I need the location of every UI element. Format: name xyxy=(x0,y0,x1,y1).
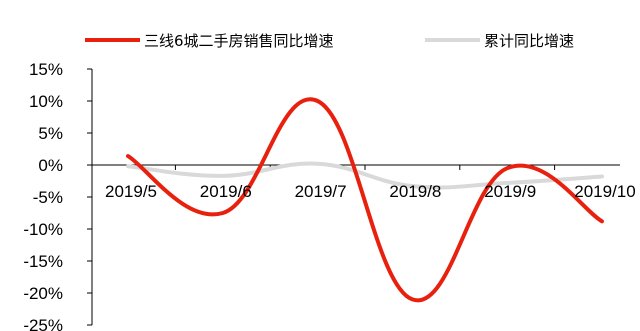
x-tick-label: 2019/8 xyxy=(389,182,441,201)
y-tick-label: -15% xyxy=(23,252,63,271)
x-tick-label: 2019/10 xyxy=(574,182,635,201)
series-lines xyxy=(126,97,604,303)
series-line-cumulative-yoy xyxy=(126,161,604,190)
x-axis-labels: 2019/5 2019/6 2019/7 2019/8 2019/9 2019/10 xyxy=(105,182,636,201)
y-tick-label: -5% xyxy=(33,188,63,207)
legend-label-sales-yoy: 三线6城二手房销售同比增速 xyxy=(144,32,334,50)
x-tick-label: 2019/6 xyxy=(200,182,252,201)
y-tick-label: 15% xyxy=(29,60,63,79)
series-line-sales-yoy xyxy=(126,97,604,303)
y-tick-label: 0% xyxy=(38,156,63,175)
y-tick-label: -20% xyxy=(23,284,63,303)
x-tick-label: 2019/9 xyxy=(484,182,536,201)
y-tick-label: -10% xyxy=(23,220,63,239)
y-tick-label: 10% xyxy=(29,92,63,111)
x-tick-label: 2019/7 xyxy=(295,182,347,201)
y-tick-label: 5% xyxy=(38,124,63,143)
y-tick-label: -25% xyxy=(23,316,63,331)
legend: 三线6城二手房销售同比增速 累计同比增速 xyxy=(85,32,574,50)
x-tick-label: 2019/5 xyxy=(105,182,157,201)
legend-label-cumulative-yoy: 累计同比增速 xyxy=(484,32,574,50)
axes: 15% 10% 5% 0% -5% -10% -15% -20% -25% xyxy=(23,60,620,331)
